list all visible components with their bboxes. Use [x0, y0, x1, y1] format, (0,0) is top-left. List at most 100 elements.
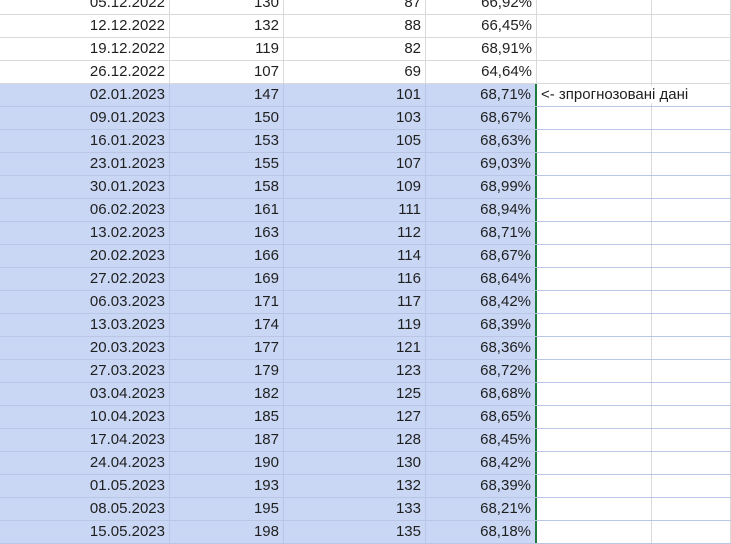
value-b-cell[interactable]: 116: [284, 268, 426, 290]
value-a-cell[interactable]: 158: [170, 176, 284, 198]
date-cell[interactable]: 05.12.2022: [0, 0, 170, 14]
value-b-cell[interactable]: 133: [284, 498, 426, 520]
note-cell[interactable]: [537, 475, 652, 497]
empty-cell[interactable]: [652, 176, 731, 198]
date-cell[interactable]: 16.01.2023: [0, 130, 170, 152]
percent-cell[interactable]: 68,21%: [426, 498, 537, 520]
note-cell[interactable]: [537, 337, 652, 359]
value-a-cell[interactable]: 190: [170, 452, 284, 474]
value-a-cell[interactable]: 147: [170, 84, 284, 106]
note-cell[interactable]: [537, 521, 652, 543]
percent-cell[interactable]: 66,92%: [426, 0, 537, 14]
value-a-cell[interactable]: 193: [170, 475, 284, 497]
value-a-cell[interactable]: 177: [170, 337, 284, 359]
note-cell[interactable]: [537, 383, 652, 405]
value-b-cell[interactable]: 88: [284, 15, 426, 37]
note-cell[interactable]: [537, 153, 652, 175]
note-cell[interactable]: [537, 314, 652, 336]
date-cell[interactable]: 13.02.2023: [0, 222, 170, 244]
value-b-cell[interactable]: 107: [284, 153, 426, 175]
empty-cell[interactable]: [652, 38, 731, 60]
empty-cell[interactable]: [652, 130, 731, 152]
value-a-cell[interactable]: 155: [170, 153, 284, 175]
percent-cell[interactable]: 68,71%: [426, 84, 537, 106]
value-a-cell[interactable]: 174: [170, 314, 284, 336]
percent-cell[interactable]: 68,42%: [426, 291, 537, 313]
empty-cell[interactable]: [652, 291, 731, 313]
value-a-cell[interactable]: 182: [170, 383, 284, 405]
date-cell[interactable]: 17.04.2023: [0, 429, 170, 451]
value-a-cell[interactable]: 169: [170, 268, 284, 290]
value-a-cell[interactable]: 166: [170, 245, 284, 267]
value-b-cell[interactable]: 130: [284, 452, 426, 474]
empty-cell[interactable]: [652, 337, 731, 359]
value-b-cell[interactable]: 105: [284, 130, 426, 152]
percent-cell[interactable]: 68,67%: [426, 245, 537, 267]
value-a-cell[interactable]: 132: [170, 15, 284, 37]
value-b-cell[interactable]: 125: [284, 383, 426, 405]
date-cell[interactable]: 15.05.2023: [0, 521, 170, 543]
percent-cell[interactable]: 68,68%: [426, 383, 537, 405]
value-b-cell[interactable]: 121: [284, 337, 426, 359]
empty-cell[interactable]: [652, 0, 731, 14]
note-cell[interactable]: [537, 199, 652, 221]
empty-cell[interactable]: [652, 153, 731, 175]
percent-cell[interactable]: 68,39%: [426, 314, 537, 336]
note-cell[interactable]: [537, 0, 652, 14]
date-cell[interactable]: 13.03.2023: [0, 314, 170, 336]
date-cell[interactable]: 10.04.2023: [0, 406, 170, 428]
percent-cell[interactable]: 68,91%: [426, 38, 537, 60]
percent-cell[interactable]: 68,94%: [426, 199, 537, 221]
note-cell[interactable]: [537, 38, 652, 60]
note-cell[interactable]: [537, 222, 652, 244]
empty-cell[interactable]: [652, 452, 731, 474]
value-a-cell[interactable]: 130: [170, 0, 284, 14]
empty-cell[interactable]: [652, 429, 731, 451]
value-b-cell[interactable]: 111: [284, 199, 426, 221]
percent-cell[interactable]: 69,03%: [426, 153, 537, 175]
value-a-cell[interactable]: 198: [170, 521, 284, 543]
note-cell[interactable]: [537, 15, 652, 37]
value-b-cell[interactable]: 119: [284, 314, 426, 336]
note-cell[interactable]: [537, 245, 652, 267]
date-cell[interactable]: 02.01.2023: [0, 84, 170, 106]
percent-cell[interactable]: 68,42%: [426, 452, 537, 474]
value-a-cell[interactable]: 161: [170, 199, 284, 221]
value-b-cell[interactable]: 127: [284, 406, 426, 428]
empty-cell[interactable]: [652, 245, 731, 267]
percent-cell[interactable]: 68,72%: [426, 360, 537, 382]
value-b-cell[interactable]: 117: [284, 291, 426, 313]
date-cell[interactable]: 24.04.2023: [0, 452, 170, 474]
empty-cell[interactable]: [652, 107, 731, 129]
empty-cell[interactable]: [652, 61, 731, 83]
percent-cell[interactable]: 68,67%: [426, 107, 537, 129]
date-cell[interactable]: 12.12.2022: [0, 15, 170, 37]
value-b-cell[interactable]: 114: [284, 245, 426, 267]
empty-cell[interactable]: [652, 15, 731, 37]
date-cell[interactable]: 27.03.2023: [0, 360, 170, 382]
note-cell[interactable]: [537, 291, 652, 313]
empty-cell[interactable]: [652, 360, 731, 382]
value-a-cell[interactable]: 150: [170, 107, 284, 129]
percent-cell[interactable]: 68,99%: [426, 176, 537, 198]
percent-cell[interactable]: 68,64%: [426, 268, 537, 290]
date-cell[interactable]: 27.02.2023: [0, 268, 170, 290]
percent-cell[interactable]: 68,18%: [426, 521, 537, 543]
percent-cell[interactable]: 64,64%: [426, 61, 537, 83]
date-cell[interactable]: 26.12.2022: [0, 61, 170, 83]
value-b-cell[interactable]: 69: [284, 61, 426, 83]
note-cell[interactable]: <- зпрогнозовані дані: [537, 84, 689, 106]
value-a-cell[interactable]: 153: [170, 130, 284, 152]
value-a-cell[interactable]: 163: [170, 222, 284, 244]
value-b-cell[interactable]: 109: [284, 176, 426, 198]
date-cell[interactable]: 09.01.2023: [0, 107, 170, 129]
note-cell[interactable]: [537, 498, 652, 520]
value-a-cell[interactable]: 187: [170, 429, 284, 451]
date-cell[interactable]: 06.02.2023: [0, 199, 170, 221]
note-cell[interactable]: [537, 176, 652, 198]
note-cell[interactable]: [537, 360, 652, 382]
date-cell[interactable]: 20.03.2023: [0, 337, 170, 359]
note-cell[interactable]: [537, 107, 652, 129]
value-b-cell[interactable]: 101: [284, 84, 426, 106]
date-cell[interactable]: 19.12.2022: [0, 38, 170, 60]
